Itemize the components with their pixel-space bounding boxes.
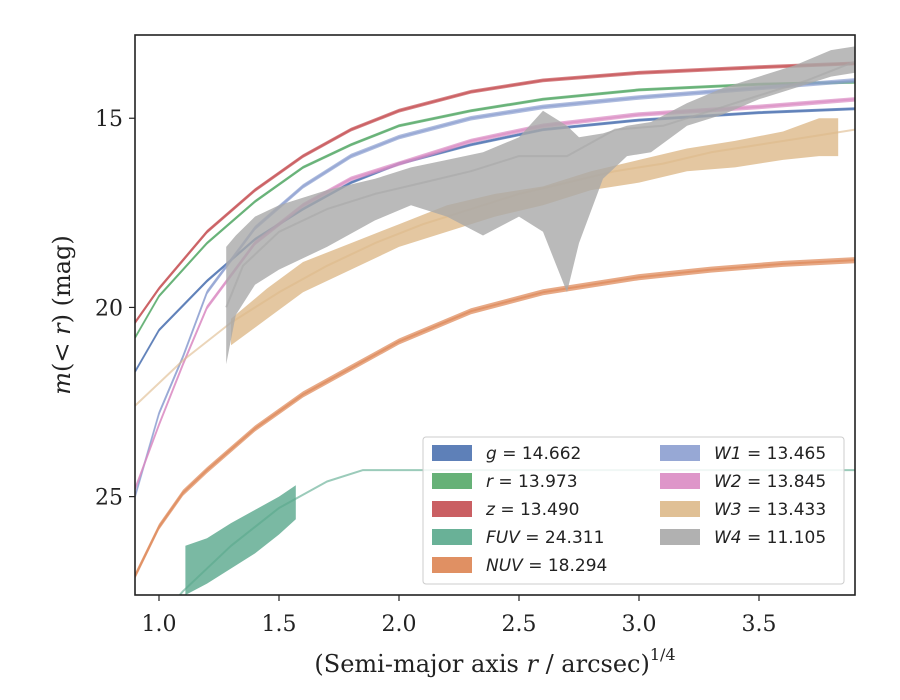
legend-entry-nuv: NUV = 18.294 bbox=[486, 556, 607, 576]
legend-swatch-w2 bbox=[660, 473, 700, 489]
series-line-nuv bbox=[135, 259, 855, 577]
x-tick-label: 2.5 bbox=[502, 612, 537, 637]
legend-swatch-w3 bbox=[660, 501, 700, 517]
x-tick-label: 3.5 bbox=[742, 612, 777, 637]
legend-swatch-nuv bbox=[432, 557, 472, 573]
legend-entry-w2: W2 = 13.845 bbox=[714, 472, 826, 492]
series-band-w4 bbox=[226, 46, 855, 365]
series-line-w2 bbox=[135, 98, 855, 490]
x-tick-label: 1.5 bbox=[262, 612, 297, 637]
series-line-z bbox=[135, 62, 855, 324]
y-axis-label: m(< r) (mag) bbox=[48, 235, 76, 395]
legend-swatch-fuv bbox=[432, 529, 472, 545]
legend-swatch-w4 bbox=[660, 529, 700, 545]
x-axis-label: (Semi-major axis r / arcsec)1/4 bbox=[314, 645, 675, 678]
legend-entry-w3: W3 = 13.433 bbox=[714, 500, 826, 520]
legend-box bbox=[422, 436, 845, 585]
legend-entry-w1: W1 = 13.465 bbox=[714, 444, 826, 464]
legend-entry-g: g = 14.662 bbox=[486, 444, 581, 464]
x-tick-label: 3.0 bbox=[622, 612, 657, 637]
x-tick-label: 2.0 bbox=[382, 612, 417, 637]
series-line-w1 bbox=[135, 79, 855, 497]
legend-swatch-z bbox=[432, 501, 472, 517]
legend-entry-w4: W4 = 11.105 bbox=[714, 528, 826, 548]
y-tick-label: 25 bbox=[95, 486, 123, 511]
x-tick-label: 1.0 bbox=[142, 612, 177, 637]
legend-swatch-w1 bbox=[660, 445, 700, 461]
plot-frame bbox=[134, 34, 856, 596]
plot-series bbox=[135, 46, 855, 595]
axis-ticks: 1.0 1.5 2.0 2.5 3.0 3.5 15 20 25 bbox=[95, 107, 777, 637]
series-line-w4 bbox=[225, 60, 855, 308]
legend: g = 14.662 r = 13.973 z = 13.490 FUV = 24.3… bbox=[422, 436, 845, 585]
legend-swatch-r bbox=[432, 473, 472, 489]
y-tick-label: 20 bbox=[95, 296, 123, 321]
series-line-r bbox=[135, 81, 855, 339]
y-tick-label: 15 bbox=[95, 107, 123, 132]
legend-entry-fuv: FUV = 24.311 bbox=[486, 528, 604, 548]
legend-entry-r: r = 13.973 bbox=[486, 472, 578, 492]
legend-entry-z: z = 13.490 bbox=[485, 500, 579, 520]
legend-swatch-g bbox=[432, 445, 472, 461]
series-band-fuv bbox=[185, 485, 296, 595]
